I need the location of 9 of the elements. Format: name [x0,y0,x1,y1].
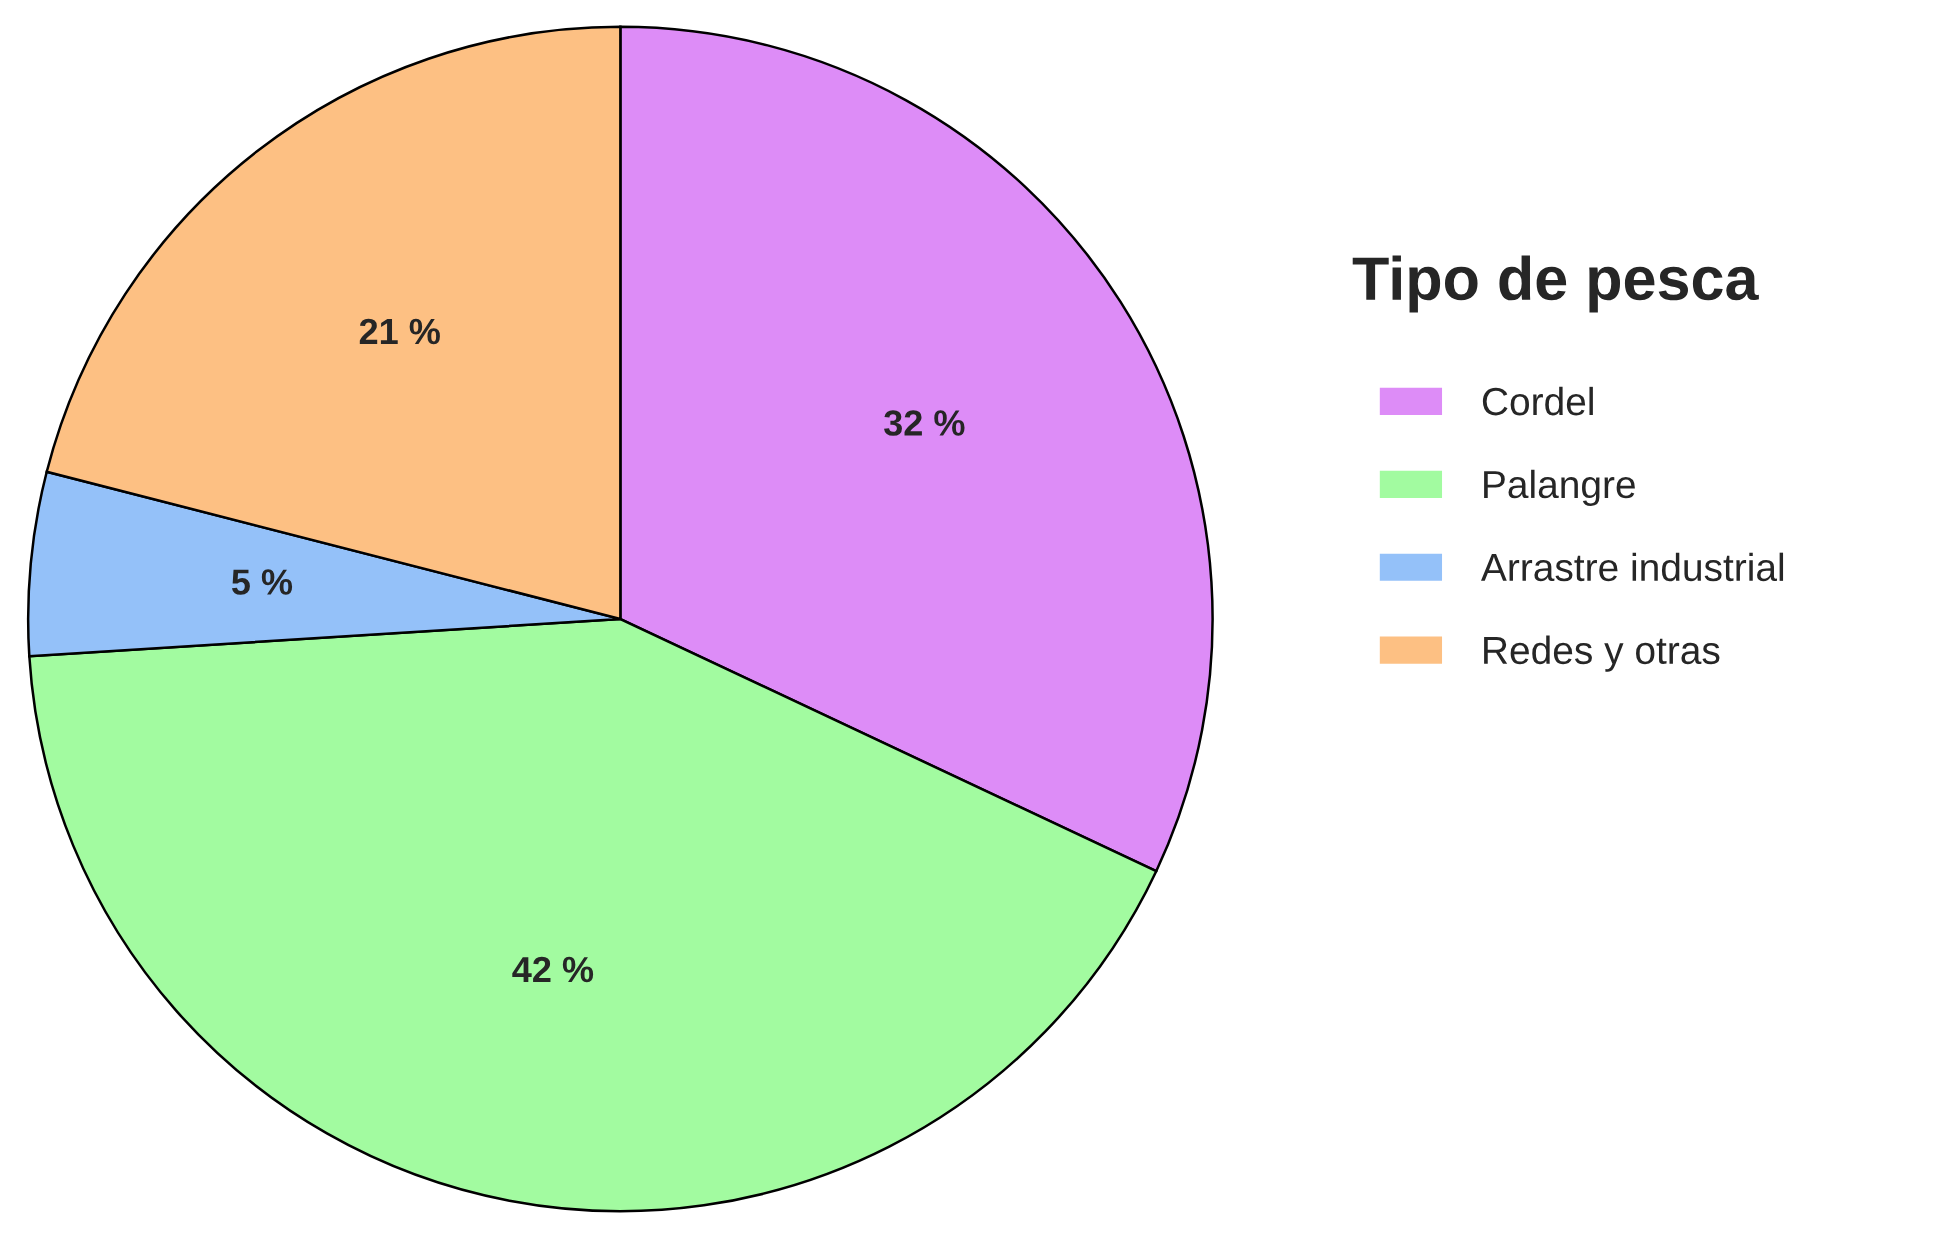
data-label: 21 % [359,318,440,345]
legend-label: Palangre [1484,469,1635,506]
data-label: 32 % [884,410,965,436]
data-label: 42 % [512,956,594,983]
legend-title: Tipo de pesca [1352,255,1759,313]
legend-label: Cordel [1482,386,1593,416]
data-label: 5 % [231,569,293,595]
legend-label: Redes y otras [1484,635,1720,672]
legend-label: Arrastre industrial [1481,552,1784,582]
